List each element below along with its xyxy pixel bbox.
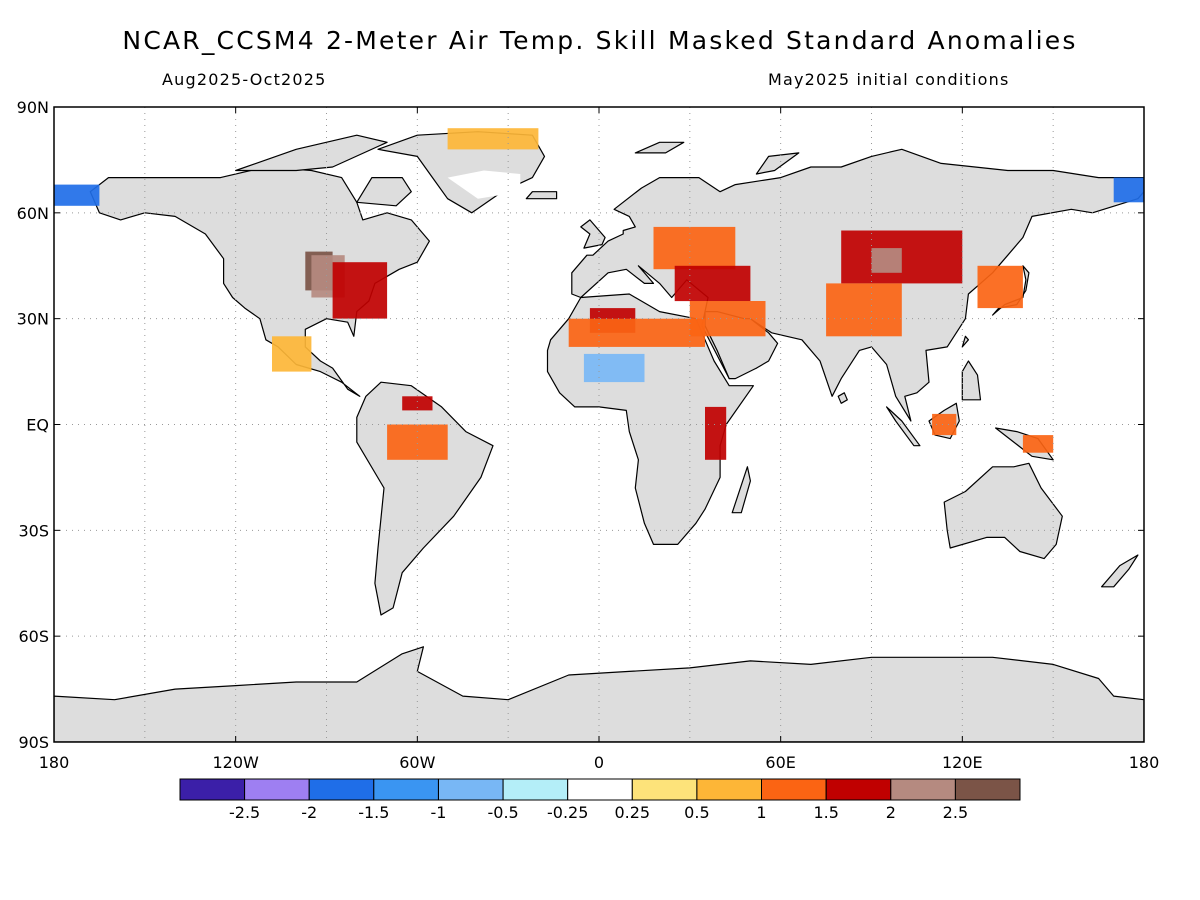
colorbar-label: 0.25 <box>614 803 650 822</box>
lon-tick-label: 0 <box>594 753 604 772</box>
anomaly-guiana <box>402 396 433 411</box>
landmass-baffin <box>356 177 412 207</box>
initial-conditions: May2025 initial conditions <box>768 70 1010 89</box>
landmass-philippines <box>961 360 982 401</box>
colorbar-label: 0.5 <box>684 803 709 822</box>
anomaly-black-sea-turkey <box>674 265 751 302</box>
colorbar-label: -2.5 <box>229 803 260 822</box>
colorbar-swatch <box>179 778 246 801</box>
longitude-axis: 180 120W 60W 0 60E 120E 180 <box>39 107 1160 772</box>
colorbar-swatch <box>438 778 504 801</box>
colorbar-swatch <box>567 778 633 801</box>
colorbar-swatch <box>502 778 569 801</box>
anomaly-borneo <box>932 413 957 436</box>
colorbar-label: 1.5 <box>813 803 838 822</box>
colorbar-swatch <box>373 778 439 801</box>
valid-period: Aug2025-Oct2025 <box>162 70 327 89</box>
anomaly-new-guinea <box>1022 435 1054 453</box>
colorbar-swatch <box>761 778 827 801</box>
anomaly-north-africa <box>568 318 705 347</box>
landmass-antarctica <box>54 646 1144 742</box>
anomaly-east-africa <box>705 406 727 460</box>
colorbar-label: -1 <box>431 803 447 822</box>
colorbar-swatch <box>631 778 698 801</box>
anomaly-japan-korea <box>977 265 1023 309</box>
colorbar-swatch <box>890 778 956 801</box>
landmass-sri-lanka <box>837 392 848 404</box>
latitude-axis: 90N 60N 30N EQ 30S 60S 90S <box>17 98 1144 752</box>
landmass-arctic-islands <box>235 134 388 172</box>
lon-tick-label: 60E <box>765 753 795 772</box>
lon-tick-label: 180 <box>1129 753 1160 772</box>
colorbar-swatch <box>825 778 892 801</box>
lat-tick-label: 90N <box>17 98 49 117</box>
lat-tick-label: 90S <box>18 733 49 752</box>
landmass-greenland-ice <box>447 170 521 199</box>
anomaly-eastern-europe <box>653 226 736 270</box>
colorbar-label: -0.5 <box>487 803 518 822</box>
anomaly-middle-east <box>689 301 766 337</box>
lon-tick-label: 120W <box>212 753 259 772</box>
lon-tick-label: 180 <box>39 753 70 772</box>
landmass-iceland <box>525 191 558 200</box>
lat-tick-label: 60S <box>18 627 49 646</box>
map-title: NCAR_CCSM4 2-Meter Air Temp. Skill Maske… <box>122 26 1078 55</box>
colorbar-label: 1 <box>756 803 766 822</box>
anomaly-mexico <box>272 336 312 372</box>
landmass-uk <box>580 219 606 249</box>
anomaly-chukotka <box>1113 177 1144 203</box>
landmass-taiwan <box>961 335 969 348</box>
colorbar-label: -1.5 <box>358 803 389 822</box>
colorbar-swatch <box>308 778 375 801</box>
anomaly-alaska-west <box>54 184 100 206</box>
landmass-sumatra <box>886 406 921 447</box>
landmass-australia <box>943 462 1063 560</box>
lat-tick-label: EQ <box>26 416 49 435</box>
colorbar-label: -2 <box>301 803 317 822</box>
anomaly-eastern-us <box>332 262 388 319</box>
landmass-new-zealand <box>1101 554 1139 588</box>
lon-tick-label: 60W <box>399 753 435 772</box>
colorbar-swatch <box>244 778 310 801</box>
landmass-svalbard <box>634 141 685 154</box>
lon-tick-label: 120E <box>942 753 983 772</box>
colorbar-label: 2.5 <box>943 803 968 822</box>
anomaly-sahel <box>583 353 645 383</box>
colorbar-swatch <box>696 778 763 801</box>
lat-tick-label: 60N <box>17 204 49 223</box>
landmass-madagascar <box>731 466 751 514</box>
anomaly-tibet <box>826 283 902 337</box>
colorbar-swatch <box>954 778 1021 801</box>
colorbar: -2.5 -2 -1.5 -1 -0.5 -0.25 0.25 0.5 1 1.5 2 2.5 <box>179 778 1021 822</box>
landmass-novaya-zemlya <box>755 152 800 175</box>
lat-tick-label: 30S <box>18 521 49 540</box>
colorbar-label: -0.25 <box>547 803 588 822</box>
lat-tick-label: 30N <box>17 310 49 329</box>
anomaly-layer <box>54 128 1144 460</box>
anomaly-northern-south-america <box>387 424 448 460</box>
anomaly-mongolia <box>871 248 902 273</box>
colorbar-label: 2 <box>886 803 896 822</box>
anomaly-greenland-north <box>447 128 539 150</box>
